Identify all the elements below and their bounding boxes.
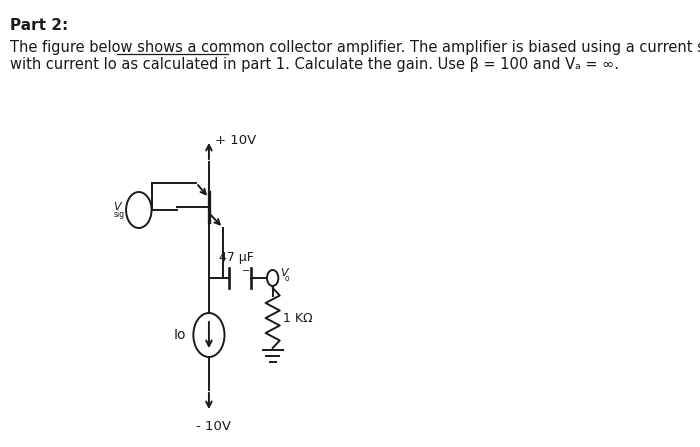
Text: V: V xyxy=(280,268,288,278)
Text: 47 μF: 47 μF xyxy=(219,251,254,264)
Text: o: o xyxy=(285,274,289,283)
Text: - 10V: - 10V xyxy=(196,420,231,433)
Text: −: − xyxy=(241,266,250,276)
Text: 1 KΩ: 1 KΩ xyxy=(283,312,312,325)
Text: Io: Io xyxy=(174,328,186,342)
Text: The figure below shows a common collector amplifier. The amplifier is biased usi: The figure below shows a common collecto… xyxy=(10,40,700,55)
Text: + 10V: + 10V xyxy=(215,134,256,147)
Text: sig: sig xyxy=(113,210,125,219)
Text: with current Io as calculated in part 1. Calculate the gain. Use β = 100 and Vₐ : with current Io as calculated in part 1.… xyxy=(10,57,619,72)
Text: V: V xyxy=(113,202,120,212)
Text: Part 2:: Part 2: xyxy=(10,18,68,33)
